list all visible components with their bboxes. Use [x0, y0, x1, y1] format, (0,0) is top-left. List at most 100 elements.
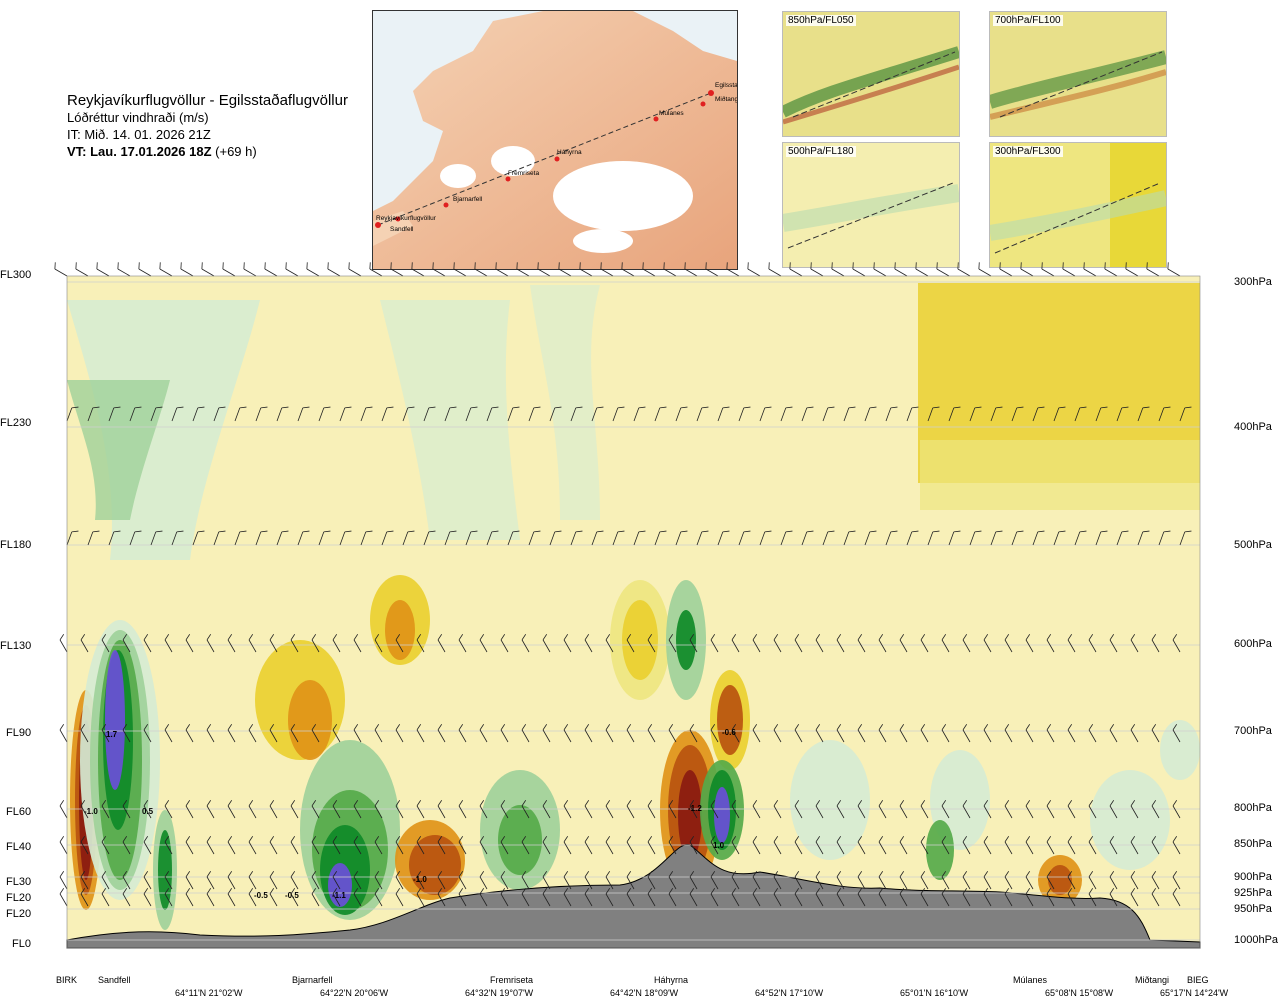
wind-barb [899, 634, 908, 653]
wind-barb [1172, 724, 1181, 743]
value-label: -1.0 [413, 875, 427, 884]
wind-barb [87, 530, 100, 546]
wind-barb [185, 634, 194, 653]
route-point-label: Fremriseta [490, 975, 534, 985]
wind-barb [1025, 724, 1034, 743]
wind-barb [234, 530, 247, 546]
wind-barb [479, 724, 488, 743]
wind-barb [542, 724, 551, 743]
wind-barb [101, 800, 110, 819]
wind-barb [1158, 530, 1171, 546]
wind-barb [675, 530, 688, 546]
wind-barb [626, 871, 635, 890]
value-label: -1.2 [688, 804, 702, 813]
wind-barb [941, 634, 950, 653]
wind-barb [705, 262, 719, 277]
wind-barb [101, 724, 110, 743]
wind-barb [143, 871, 152, 890]
wind-barb [479, 800, 488, 819]
wind-barb [626, 724, 635, 743]
wind-barb [642, 262, 656, 277]
wind-barb [689, 800, 698, 819]
wind-barb [521, 836, 530, 855]
coordinate-label: 65°01'N 16°10'W [900, 988, 969, 998]
wind-barb [500, 634, 509, 653]
wind-barb [332, 724, 341, 743]
wind-barb [584, 836, 593, 855]
wind-barb [731, 724, 740, 743]
wind-barb [794, 634, 803, 653]
wind-barb [101, 888, 110, 907]
wind-barb [1088, 871, 1097, 890]
wind-barb [1004, 724, 1013, 743]
wind-barb [269, 888, 278, 907]
shaded-blob [158, 830, 172, 910]
wind-barb [269, 871, 278, 890]
wind-barb [668, 800, 677, 819]
wind-barb [311, 871, 320, 890]
green-plume [67, 380, 170, 520]
thumbnail-850hpa[interactable]: 850hPa/FL050 [782, 11, 960, 137]
wind-barb [1130, 871, 1139, 890]
wind-barb [794, 724, 803, 743]
wind-barb [486, 406, 499, 422]
wind-barb [836, 871, 845, 890]
wind-barb [521, 871, 530, 890]
thumbnail-300hpa[interactable]: 300hPa/FL300 [989, 142, 1167, 268]
value-label: 1.0 [713, 841, 725, 850]
route-map: Reykjavíkurflugvöllur Sandfell Bjarnarfe… [372, 10, 738, 270]
wind-barb [789, 262, 803, 277]
wind-barb [878, 724, 887, 743]
wind-barb [59, 871, 68, 890]
wind-barb [108, 530, 121, 546]
wind-barb [752, 634, 761, 653]
wind-barb [969, 530, 982, 546]
map-label-reykjavik: Reykjavíkurflugvöllur [376, 215, 437, 222]
wind-barb [1130, 724, 1139, 743]
wind-barb [150, 530, 163, 546]
wind-barb [369, 262, 383, 277]
pressure-label: 700hPa [1234, 725, 1272, 737]
thumbnail-label: 850hPa/FL050 [786, 15, 856, 26]
wind-barb [906, 530, 919, 546]
green-plume [530, 285, 600, 520]
wind-barb [794, 871, 803, 890]
wind-barb [626, 836, 635, 855]
wind-barb [248, 634, 257, 653]
wind-barb [717, 530, 730, 546]
wind-barb [1109, 800, 1118, 819]
wind-barb [978, 262, 992, 277]
wind-barb [171, 406, 184, 422]
wind-barb [521, 724, 530, 743]
wind-barb [122, 724, 131, 743]
wind-barb [570, 530, 583, 546]
wind-barb [444, 406, 457, 422]
wind-barb [143, 800, 152, 819]
thumbnail-500hpa[interactable]: 500hPa/FL180 [782, 142, 960, 268]
wind-barb [605, 634, 614, 653]
wind-barb [857, 724, 866, 743]
shaded-blob [498, 805, 542, 875]
wind-barb [416, 871, 425, 890]
wind-barb [1172, 634, 1181, 653]
valid-time: VT: Lau. 17.01.2026 18Z (+69 h) [67, 144, 257, 159]
wind-barb [276, 406, 289, 422]
wind-barb [1125, 262, 1139, 277]
wind-barb [327, 262, 341, 277]
thumbnail-700hpa[interactable]: 700hPa/FL100 [989, 11, 1167, 137]
wind-barb [962, 724, 971, 743]
wind-barb [138, 262, 152, 277]
thumbnail-label: 700hPa/FL100 [993, 15, 1063, 26]
wind-barb [423, 530, 436, 546]
issue-time: IT: Mið. 14. 01. 2026 21Z [67, 127, 211, 142]
route-point-label: Bjarnarfell [292, 975, 333, 985]
wind-barb [852, 262, 866, 277]
wind-barb [1130, 836, 1139, 855]
wind-barb [537, 262, 551, 277]
wind-barb [269, 800, 278, 819]
wind-barb [353, 871, 362, 890]
wind-barb [801, 530, 814, 546]
wind-barb [1151, 724, 1160, 743]
wind-barb [108, 406, 121, 422]
wind-barb [647, 888, 656, 907]
